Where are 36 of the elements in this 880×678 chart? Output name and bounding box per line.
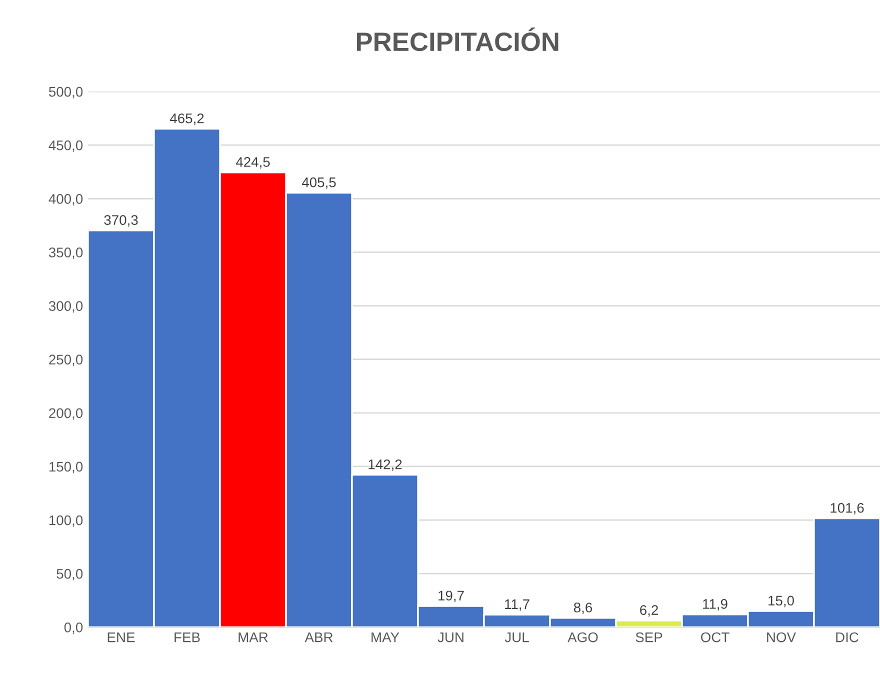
y-tick-label: 150,0 (49, 462, 83, 474)
x-tick-label: MAR (238, 632, 268, 642)
y-tick-label: 50,0 (56, 568, 83, 580)
x-tick-label: SEP (636, 632, 662, 642)
x-tick-label: DIC (836, 632, 858, 642)
x-tick-label: NOV (767, 632, 796, 642)
x-tick-label: AGO (568, 632, 598, 642)
data-label: 405,5 (302, 177, 336, 189)
data-label: 370,3 (104, 215, 138, 227)
x-tick-label: ABR (304, 632, 333, 642)
y-tick-label: 0,0 (64, 622, 83, 634)
y-tick-label: 300,0 (48, 301, 83, 313)
y-tick-label: 200,0 (49, 408, 83, 420)
data-label: 19,7 (438, 590, 464, 602)
x-tick-label: OCT (701, 632, 730, 642)
y-tick-label: 250,0 (49, 354, 83, 366)
x-tick-label: MAY (372, 632, 400, 642)
x-tick-label: ENE (108, 632, 135, 642)
x-tick-label: JUN (438, 632, 464, 642)
data-label: 6,2 (640, 605, 658, 617)
y-tick-label: 100,0 (49, 515, 83, 527)
data-label: 11,9 (703, 599, 728, 611)
data-label: 101,6 (830, 502, 864, 514)
data-label: 465,2 (170, 113, 204, 125)
x-tick-label: FEB (174, 632, 200, 642)
y-tick-label: 500,0 (48, 86, 83, 98)
y-tick-label: 350,0 (48, 248, 83, 260)
y-tick-label: 450,0 (48, 140, 83, 152)
chart-title: PRECIPITACIÓN (356, 28, 558, 52)
data-label: 11,7 (505, 599, 530, 611)
data-label: 424,5 (236, 157, 270, 169)
x-tick-label: JUL (504, 632, 529, 642)
data-label: 142,2 (368, 459, 402, 471)
y-tick-label: 400,0 (48, 194, 83, 206)
data-label: 15,0 (768, 596, 794, 608)
data-label: 8,6 (574, 602, 592, 614)
